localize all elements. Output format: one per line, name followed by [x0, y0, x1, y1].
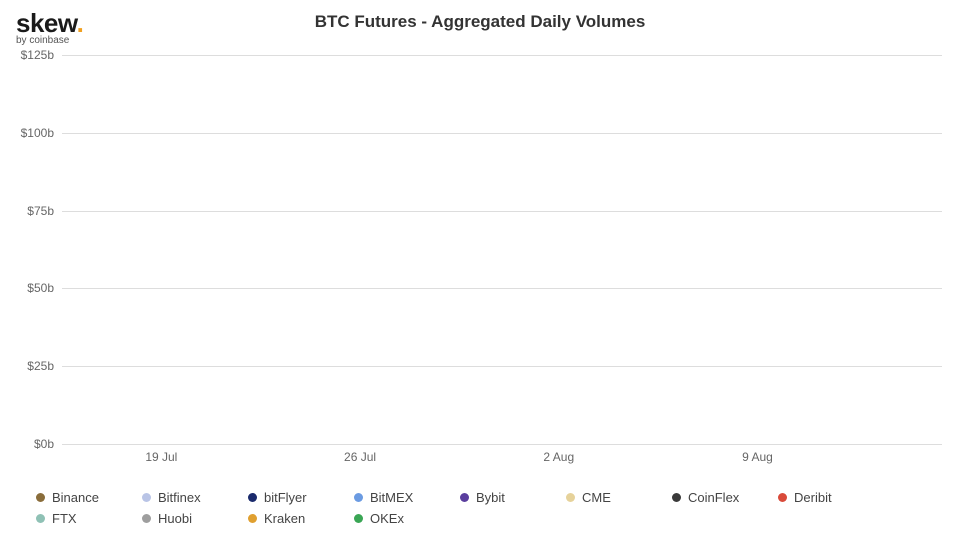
x-axis-label: 26 Jul — [344, 450, 376, 464]
legend-item-bybit: Bybit — [460, 490, 540, 505]
legend-item-deribit: Deribit — [778, 490, 858, 505]
x-axis-label: 2 Aug — [543, 450, 574, 464]
chart-plot-area: $0b$25b$50b$75b$100b$125b 19 Jul26 Jul2 … — [62, 55, 942, 444]
y-axis-label: $50b — [27, 281, 54, 295]
legend-item-bitfinex: Bitfinex — [142, 490, 222, 505]
y-axis-label: $125b — [21, 48, 54, 62]
y-axis-label: $100b — [21, 126, 54, 140]
legend-item-ftx: FTX — [36, 511, 116, 526]
legend-label: CoinFlex — [688, 490, 739, 505]
legend-label: Kraken — [264, 511, 305, 526]
legend-swatch — [354, 514, 363, 523]
legend-item-binance: Binance — [36, 490, 116, 505]
legend-label: CME — [582, 490, 611, 505]
legend-item-bitflyer: bitFlyer — [248, 490, 328, 505]
legend-item-okex: OKEx — [354, 511, 434, 526]
chart-title: BTC Futures - Aggregated Daily Volumes — [0, 12, 960, 32]
legend-swatch — [566, 493, 575, 502]
legend-swatch — [460, 493, 469, 502]
legend-swatch — [778, 493, 787, 502]
legend-swatch — [142, 493, 151, 502]
legend-item-cme: CME — [566, 490, 646, 505]
legend-label: BitMEX — [370, 490, 413, 505]
legend-swatch — [36, 493, 45, 502]
legend-item-kraken: Kraken — [248, 511, 328, 526]
legend-label: Deribit — [794, 490, 832, 505]
bars-container — [62, 55, 942, 444]
legend-swatch — [672, 493, 681, 502]
y-axis-label: $75b — [27, 204, 54, 218]
x-axis-label: 9 Aug — [742, 450, 773, 464]
legend-swatch — [36, 514, 45, 523]
legend-item-coinflex: CoinFlex — [672, 490, 752, 505]
x-axis: 19 Jul 26 Jul 2 Aug 9 Aug — [62, 450, 942, 470]
legend-label: bitFlyer — [264, 490, 307, 505]
y-axis-label: $25b — [27, 359, 54, 373]
legend-item-huobi: Huobi — [142, 511, 222, 526]
legend: Binance Bitfinex bitFlyer BitMEX Bybit CME Coi… — [36, 490, 942, 526]
legend-swatch — [142, 514, 151, 523]
y-axis-label: $0b — [34, 437, 54, 451]
x-axis-label: 19 Jul — [145, 450, 177, 464]
legend-swatch — [248, 514, 257, 523]
legend-label: OKEx — [370, 511, 404, 526]
legend-swatch — [248, 493, 257, 502]
legend-label: Huobi — [158, 511, 192, 526]
legend-label: Bybit — [476, 490, 505, 505]
legend-swatch — [354, 493, 363, 502]
legend-label: Bitfinex — [158, 490, 201, 505]
grid-line: $0b — [62, 444, 942, 445]
legend-item-bitmex: BitMEX — [354, 490, 434, 505]
legend-label: Binance — [52, 490, 99, 505]
legend-label: FTX — [52, 511, 77, 526]
